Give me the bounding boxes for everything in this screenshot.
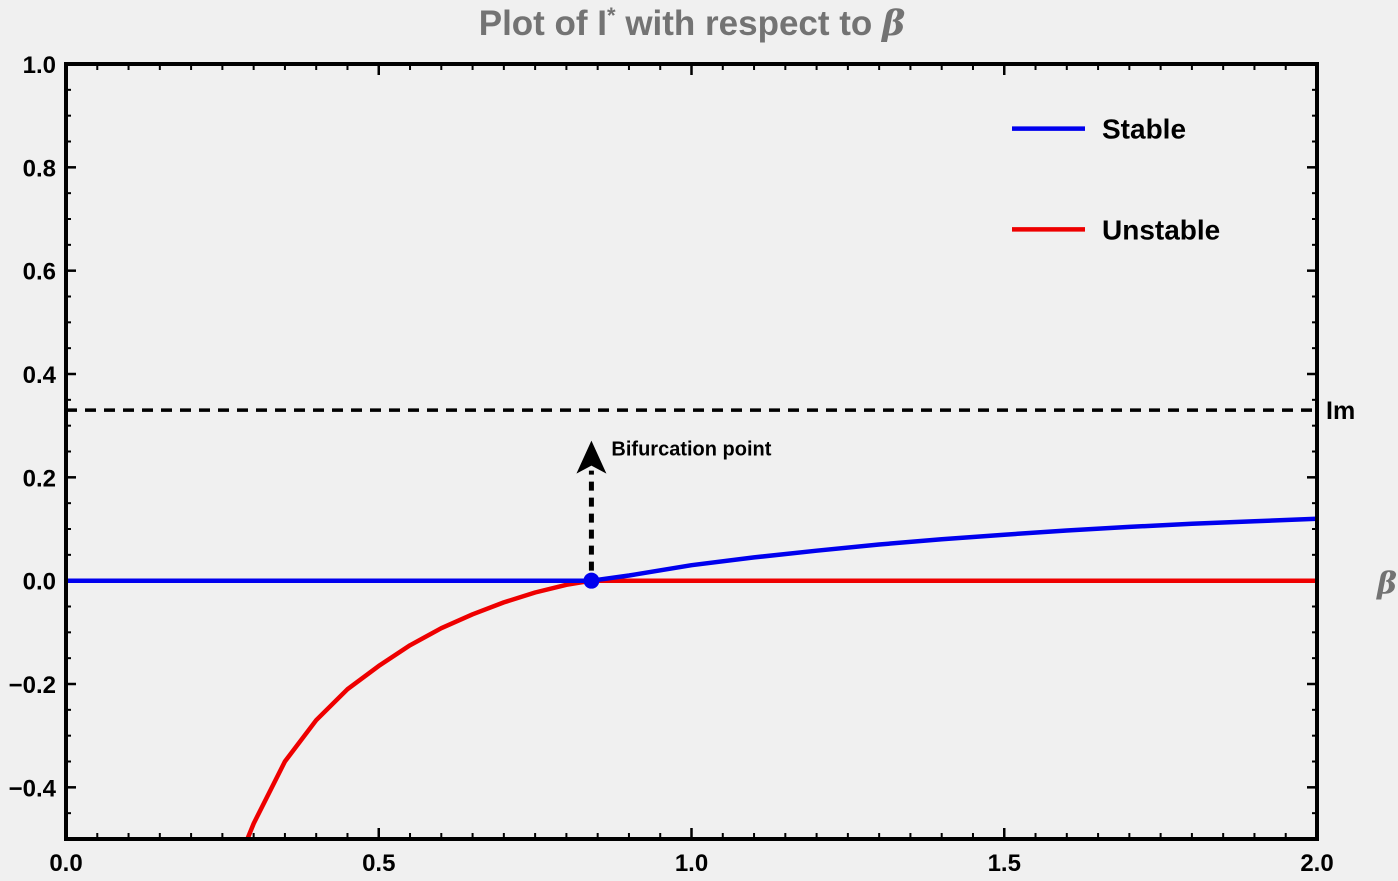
bifurcation-arrow-head <box>576 440 607 474</box>
y-tick-label: 0.2 <box>23 465 56 492</box>
x-tick-label: 2.0 <box>1300 850 1333 877</box>
y-tick-label: 0.4 <box>23 362 57 389</box>
y-tick-label: 0.6 <box>23 259 56 286</box>
series-line-stable <box>66 516 1317 583</box>
y-tick-label: 0.0 <box>23 569 56 596</box>
y-tick-label: 1.0 <box>23 52 56 79</box>
y-tick-label: −0.2 <box>9 672 56 699</box>
bifurcation-point-marker <box>583 572 600 589</box>
bifurcation-annotation: Bifurcation point <box>611 439 771 461</box>
legend-label-unstable: Unstable <box>1102 214 1220 245</box>
legend-label-stable: Stable <box>1102 114 1186 145</box>
x-tick-label: 0.0 <box>49 850 82 877</box>
x-tick-label: 0.5 <box>362 850 395 877</box>
reference-line-label: Im <box>1326 397 1355 425</box>
x-axis-label: β <box>1376 567 1397 602</box>
chart-title: Plot of I* with respect to β <box>479 3 906 44</box>
y-tick-label: −0.4 <box>9 775 57 802</box>
series-line-unstable <box>245 578 1317 839</box>
plot-frame <box>64 62 1319 841</box>
x-tick-label: 1.5 <box>988 850 1021 877</box>
x-tick-label: 1.0 <box>675 850 708 877</box>
y-tick-label: 0.8 <box>23 155 56 182</box>
